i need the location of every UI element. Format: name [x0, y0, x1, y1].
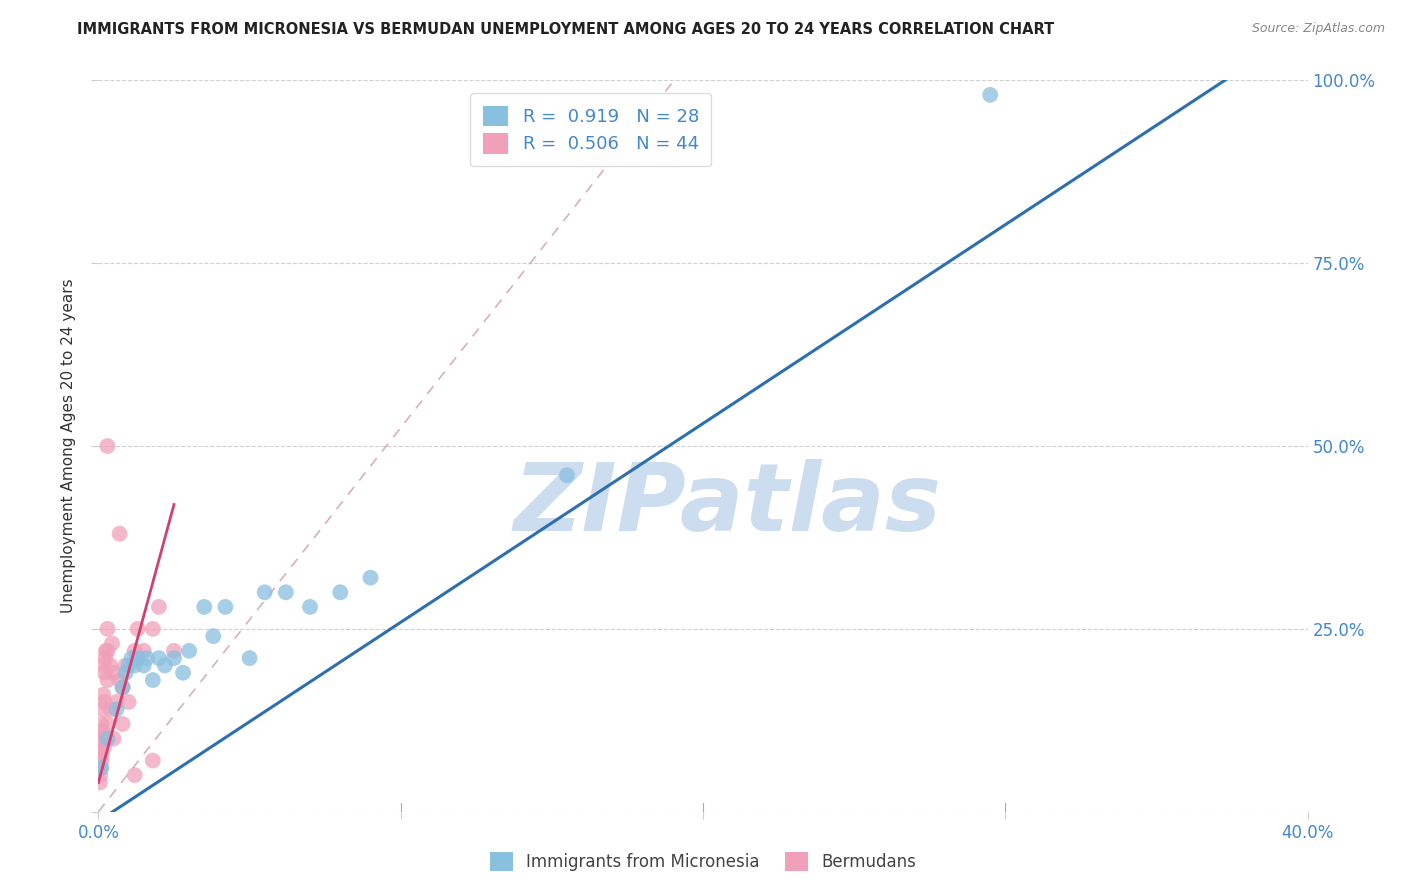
- Point: [127, 622, 149, 636]
- Legend: R =  0.919   N = 28, R =  0.506   N = 44: R = 0.919 N = 28, R = 0.506 N = 44: [470, 93, 711, 166]
- Point: [90, 746, 112, 760]
- Point: [90, 717, 112, 731]
- Point: [93, 695, 115, 709]
- Point: [153, 658, 176, 673]
- Point: [132, 644, 155, 658]
- Point: [299, 599, 322, 614]
- Point: [103, 665, 125, 680]
- Point: [96, 717, 118, 731]
- Point: [148, 651, 170, 665]
- Point: [91, 724, 114, 739]
- Point: [179, 644, 201, 658]
- Point: [111, 681, 134, 695]
- Point: [108, 673, 131, 687]
- Point: [93, 665, 115, 680]
- Point: [163, 651, 186, 665]
- Point: [94, 644, 117, 658]
- Point: [253, 585, 276, 599]
- Point: [118, 695, 141, 709]
- Point: [90, 754, 112, 768]
- Point: [105, 702, 128, 716]
- Point: [111, 681, 134, 695]
- Point: [172, 665, 194, 680]
- Point: [979, 87, 1001, 102]
- Point: [94, 651, 117, 665]
- Point: [91, 702, 114, 716]
- Point: [142, 754, 165, 768]
- Point: [239, 651, 262, 665]
- Point: [105, 695, 128, 709]
- Point: [124, 658, 146, 673]
- Y-axis label: Unemployment Among Ages 20 to 24 years: Unemployment Among Ages 20 to 24 years: [60, 278, 76, 614]
- Point: [360, 571, 382, 585]
- Point: [163, 644, 186, 658]
- Point: [91, 746, 114, 760]
- Point: [193, 599, 215, 614]
- Point: [142, 622, 165, 636]
- Point: [93, 658, 115, 673]
- Point: [108, 526, 131, 541]
- Point: [114, 665, 136, 680]
- Point: [91, 731, 114, 746]
- Legend: Immigrants from Micronesia, Bermudans: Immigrants from Micronesia, Bermudans: [481, 843, 925, 880]
- Point: [96, 731, 118, 746]
- Point: [96, 439, 118, 453]
- Text: Source: ZipAtlas.com: Source: ZipAtlas.com: [1251, 22, 1385, 36]
- Point: [103, 731, 125, 746]
- Point: [96, 673, 118, 687]
- Point: [90, 761, 112, 775]
- Point: [101, 636, 124, 650]
- Point: [100, 658, 122, 673]
- Point: [202, 629, 225, 643]
- Point: [214, 599, 236, 614]
- Point: [89, 768, 111, 782]
- Point: [124, 644, 146, 658]
- Text: IMMIGRANTS FROM MICRONESIA VS BERMUDAN UNEMPLOYMENT AMONG AGES 20 TO 24 YEARS CO: IMMIGRANTS FROM MICRONESIA VS BERMUDAN U…: [77, 22, 1054, 37]
- Point: [132, 658, 155, 673]
- Point: [100, 702, 122, 716]
- Point: [90, 731, 112, 746]
- Point: [93, 739, 115, 753]
- Point: [135, 651, 157, 665]
- Point: [96, 622, 118, 636]
- Point: [91, 688, 114, 702]
- Point: [121, 651, 143, 665]
- Point: [96, 644, 118, 658]
- Point: [90, 739, 112, 753]
- Point: [555, 468, 578, 483]
- Point: [142, 673, 165, 687]
- Point: [329, 585, 352, 599]
- Text: ZIPatlas: ZIPatlas: [513, 458, 941, 550]
- Point: [148, 599, 170, 614]
- Point: [89, 775, 111, 789]
- Point: [114, 658, 136, 673]
- Point: [274, 585, 297, 599]
- Point: [127, 651, 149, 665]
- Point: [118, 658, 141, 673]
- Point: [124, 768, 146, 782]
- Point: [90, 761, 112, 775]
- Point: [111, 717, 134, 731]
